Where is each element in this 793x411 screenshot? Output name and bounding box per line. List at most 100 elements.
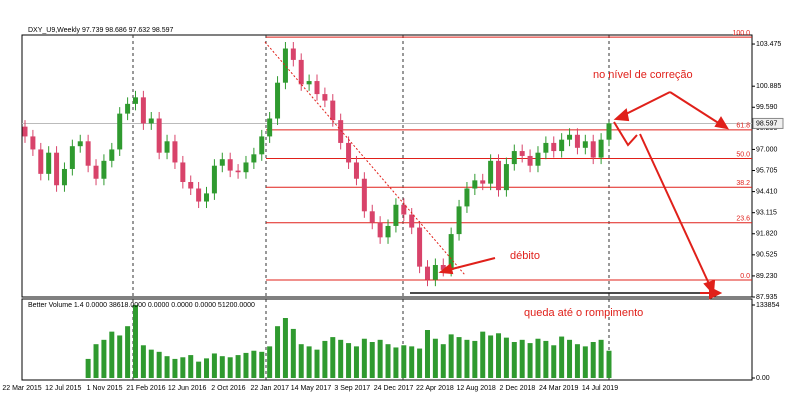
volume-bar bbox=[503, 337, 509, 378]
candle-body bbox=[401, 204, 407, 215]
candle-body bbox=[180, 162, 186, 182]
volume-bar bbox=[417, 348, 423, 378]
candle-body bbox=[527, 155, 533, 166]
fib-label: 23.6 bbox=[736, 216, 750, 223]
volume-bar bbox=[259, 351, 265, 378]
candle-body bbox=[188, 181, 194, 189]
volume-bar bbox=[353, 346, 359, 378]
candle-body bbox=[543, 142, 549, 153]
candle-body bbox=[551, 142, 557, 152]
candle-body bbox=[417, 227, 423, 267]
y-tick-label: 91.820 bbox=[756, 231, 778, 238]
candle-body bbox=[353, 162, 359, 179]
volume-bar bbox=[243, 352, 249, 378]
candle-body bbox=[204, 193, 210, 202]
candle-body bbox=[559, 139, 565, 152]
volume-bar bbox=[109, 331, 115, 378]
volume-bar bbox=[385, 344, 391, 378]
candle-body bbox=[290, 48, 296, 60]
candle-body bbox=[22, 126, 28, 137]
volume-bar bbox=[590, 342, 596, 378]
candle-body bbox=[432, 265, 438, 280]
volume-bar bbox=[172, 358, 178, 378]
volume-bar bbox=[456, 337, 462, 378]
volume-bar bbox=[409, 346, 415, 378]
candle-body bbox=[148, 118, 154, 124]
fib-label: 61.8 bbox=[736, 123, 750, 130]
volume-bar bbox=[156, 351, 162, 378]
price-frame bbox=[21, 34, 753, 298]
candle-body bbox=[172, 141, 178, 163]
candle-body bbox=[30, 136, 36, 150]
volume-bar bbox=[361, 338, 367, 378]
x-tick-label: 22 Apr 2018 bbox=[416, 385, 454, 392]
volume-bar bbox=[188, 355, 194, 378]
x-tick-label: 14 May 2017 bbox=[291, 385, 332, 392]
volume-bar bbox=[101, 339, 107, 378]
y-tick-label: 87.935 bbox=[756, 294, 778, 301]
y-tick-label: 94.410 bbox=[756, 188, 778, 195]
candle-body bbox=[61, 168, 67, 186]
candle-body bbox=[211, 165, 217, 194]
fib-label: 100.0 bbox=[732, 30, 750, 37]
volume-bar bbox=[551, 345, 557, 378]
candle-body bbox=[156, 118, 162, 153]
fib-label: 0.0 bbox=[740, 273, 750, 280]
candle-body bbox=[582, 141, 588, 148]
candle-body bbox=[196, 188, 202, 202]
candle-body bbox=[125, 103, 131, 114]
volume-bar bbox=[567, 339, 573, 378]
volume-bar bbox=[440, 344, 446, 378]
volume-bar bbox=[180, 357, 186, 378]
volume-title: Better Volume 1.4 0.0000 38618.0000 0.00… bbox=[28, 302, 255, 309]
annotation: queda até o rompimento bbox=[524, 307, 643, 319]
volume-bar bbox=[219, 356, 225, 378]
volume-bar bbox=[93, 344, 99, 378]
volume-bar bbox=[559, 336, 565, 378]
annotation: débito bbox=[510, 250, 540, 262]
volume-bar bbox=[606, 350, 612, 378]
candle-body bbox=[322, 94, 328, 101]
volume-bar bbox=[472, 340, 478, 378]
volume-bar bbox=[480, 331, 486, 378]
candle-body bbox=[251, 154, 257, 163]
volume-bar bbox=[527, 343, 533, 378]
candle-body bbox=[306, 81, 312, 85]
candle-body bbox=[409, 214, 415, 228]
volume-bar bbox=[598, 339, 604, 378]
last-price-label: 98.597 bbox=[756, 120, 778, 127]
y-tick-label: 99.590 bbox=[756, 104, 778, 111]
plot-layer: 103.475100.88599.59098.29597.00095.70594… bbox=[2, 30, 784, 392]
volume-bar bbox=[519, 339, 525, 378]
y-tick-label: 97.000 bbox=[756, 146, 778, 153]
x-tick-label: 2 Oct 2016 bbox=[211, 385, 245, 392]
candle-body bbox=[267, 118, 273, 137]
x-tick-label: 12 Jun 2016 bbox=[168, 385, 207, 392]
candle-body bbox=[298, 59, 304, 85]
volume-bar bbox=[330, 337, 336, 378]
volume-bar bbox=[204, 358, 210, 378]
y-tick-label: 90.525 bbox=[756, 252, 778, 259]
candle-body bbox=[606, 123, 612, 140]
candle-body bbox=[567, 134, 573, 140]
volume-bar bbox=[464, 339, 470, 378]
y-tick-label: 93.115 bbox=[756, 210, 777, 217]
candle-body bbox=[69, 146, 75, 169]
y-tick-label: 103.475 bbox=[756, 41, 781, 48]
candle-body bbox=[511, 151, 517, 165]
x-tick-label: 22 Mar 2015 bbox=[2, 385, 41, 392]
candle-body bbox=[361, 178, 367, 212]
volume-bar bbox=[85, 358, 91, 378]
candle-body bbox=[440, 265, 446, 270]
candle-body bbox=[235, 170, 241, 173]
candle-body bbox=[456, 206, 462, 235]
candle-body bbox=[393, 204, 399, 226]
volume-bar bbox=[196, 361, 202, 378]
last-price-box bbox=[752, 117, 784, 129]
candle-body bbox=[377, 222, 383, 238]
x-tick-label: 21 Feb 2016 bbox=[126, 385, 165, 392]
candle-body bbox=[132, 97, 138, 104]
volume-bar bbox=[148, 349, 154, 378]
